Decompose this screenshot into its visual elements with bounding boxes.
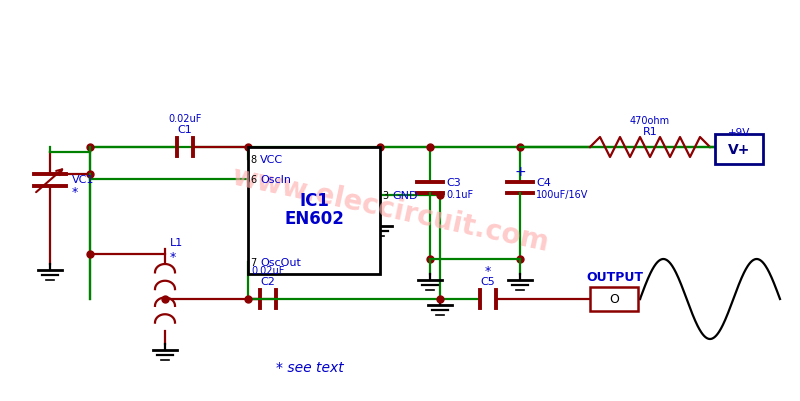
Bar — [248, 148, 380, 274]
Text: 7: 7 — [250, 257, 256, 267]
Text: 0.1uF: 0.1uF — [446, 190, 473, 200]
Text: *: * — [485, 264, 491, 277]
Text: L1: L1 — [170, 237, 183, 247]
Text: OscIn: OscIn — [260, 174, 291, 184]
Text: IC1: IC1 — [299, 192, 329, 210]
Text: V+: V+ — [728, 143, 750, 157]
Text: +: + — [515, 164, 526, 178]
Bar — [590, 287, 638, 311]
Text: VCC: VCC — [260, 155, 283, 164]
Text: GND: GND — [392, 190, 418, 200]
Text: C4: C4 — [536, 178, 551, 188]
Text: 3: 3 — [382, 190, 388, 200]
Text: * see text: * see text — [276, 360, 344, 374]
Text: VC1: VC1 — [72, 174, 94, 184]
Text: 470ohm: 470ohm — [630, 116, 670, 126]
Text: www.eleccircuit.com: www.eleccircuit.com — [229, 162, 551, 257]
Text: C5: C5 — [481, 276, 495, 286]
Text: O: O — [609, 293, 619, 306]
Text: +9V: +9V — [728, 128, 750, 138]
Text: R1: R1 — [642, 127, 658, 137]
Bar — [715, 135, 763, 164]
Text: C1: C1 — [178, 125, 192, 135]
Text: 100uF/16V: 100uF/16V — [536, 190, 588, 200]
Text: *: * — [72, 186, 78, 199]
Text: 6: 6 — [250, 174, 256, 184]
Text: EN602: EN602 — [284, 210, 344, 228]
Text: C3: C3 — [446, 178, 461, 188]
Text: 0.02uF: 0.02uF — [168, 114, 202, 124]
Text: OscOut: OscOut — [260, 257, 301, 267]
Text: *: * — [170, 250, 176, 263]
Text: C2: C2 — [261, 276, 275, 286]
Text: OUTPUT: OUTPUT — [586, 271, 643, 284]
Text: 0.02uF: 0.02uF — [251, 265, 285, 275]
Text: 8: 8 — [250, 155, 256, 164]
